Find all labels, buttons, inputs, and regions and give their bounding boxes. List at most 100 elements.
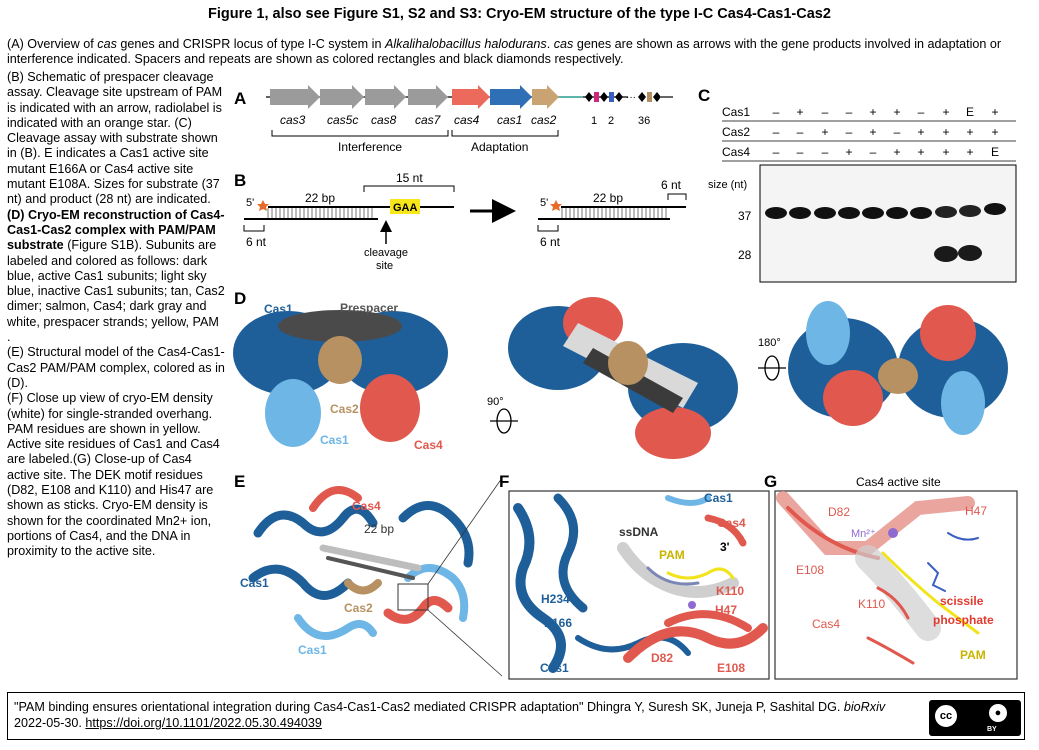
structure-model — [248, 486, 474, 640]
panel-d: D Cas1 Prespacer Cas2 Cas1 Cas4 90° — [233, 289, 1008, 459]
panel-e: E Cas4 22 bp Cas1 Cas2 Cas1 — [234, 472, 503, 677]
lane-value: – — [773, 145, 780, 159]
g-mn-label: Mn²⁺ — [851, 528, 876, 540]
citation-box: "PAM binding ensures orientational integ… — [7, 692, 1025, 740]
panel-g-label: G — [764, 472, 777, 491]
f-ssdna-label: ssDNA — [619, 525, 659, 539]
size-28: 28 — [738, 248, 752, 262]
lane-value: + — [966, 125, 973, 139]
lane-value: – — [773, 125, 780, 139]
f-h47-label: H47 — [715, 603, 737, 617]
density-map-side — [508, 297, 738, 459]
d-cas1-label: Cas1 — [264, 302, 293, 316]
f-d82-label: D82 — [651, 651, 673, 665]
legend-d: (D) Cryo-EM reconstruction of Cas4-Cas1-… — [7, 207, 225, 345]
site-label: site — [376, 260, 393, 272]
lane-value: + — [966, 145, 973, 159]
lane-value: + — [942, 125, 949, 139]
array-dots: ··· — [626, 92, 636, 103]
lane-value: + — [869, 105, 876, 119]
d-cas1-label-b: Cas1 — [320, 433, 349, 447]
e-bp-label: 22 bp — [364, 522, 394, 536]
lane-value: + — [893, 145, 900, 159]
panel-c-label: C — [698, 86, 710, 105]
row-label-cas4: Cas4 — [722, 145, 750, 159]
lane-value: E — [991, 145, 999, 159]
band-37 — [789, 207, 811, 219]
rot90-label: 90° — [487, 396, 504, 408]
active-site-model — [776, 491, 980, 665]
g-cas4-label: Cas4 — [812, 617, 840, 631]
lane-value: + — [991, 105, 998, 119]
interference-label: Interference — [338, 140, 402, 154]
band-28 — [958, 245, 982, 261]
spacer-labels: 1 2 36 — [591, 115, 650, 127]
panel-b: B 5' 22 bp 15 nt GAA 6 nt cleavage site … — [234, 171, 687, 272]
crispr-array: ··· — [585, 92, 673, 103]
nt6-right-bracket — [667, 193, 687, 200]
cleavage-label: cleavage — [364, 247, 408, 259]
legend-e: (E) Structural model of the Cas4-Cas1-Ca… — [7, 345, 225, 390]
gene-labels: cas3 cas5c cas8 cas7 cas4 cas1 cas2 — [280, 113, 557, 127]
by-person-icon: ● — [987, 702, 1009, 724]
bp-label-product: 22 bp — [593, 191, 623, 205]
gene-arrow-cas8 — [365, 85, 406, 109]
gene-label: cas5c — [327, 113, 358, 127]
lane-value: – — [846, 125, 853, 139]
density-map-back — [788, 301, 1008, 435]
nt6-bottom-bracket — [537, 225, 559, 232]
doi-link[interactable]: https://doi.org/10.1101/2022.05.30.49403… — [85, 716, 322, 730]
panel-f: F Cas1 Cas4 ssDNA PAM 3' H234 E166 K110 … — [499, 472, 770, 680]
gene-arrow-cas3 — [270, 85, 320, 109]
panel-a: A ··· cas3 cas5c cas8 c — [234, 85, 673, 154]
repeat-diamond — [585, 92, 593, 102]
lane-value: – — [870, 145, 877, 159]
legend-b-c: (B) Schematic of prespacer cleavage assa… — [7, 70, 223, 207]
nt6-label: 6 nt — [246, 235, 267, 249]
repeat-diamond — [638, 92, 646, 102]
panel-g: G Cas4 active site D82 Mn²⁺ H47 E108 K11… — [764, 472, 1018, 680]
f-cas1-label-b: Cas1 — [540, 661, 569, 675]
gene-arrow-cas7 — [408, 85, 448, 109]
zoom-connector — [427, 609, 503, 677]
gene-arrow-cas1 — [490, 85, 532, 109]
panel-f-label: F — [499, 472, 509, 491]
band-37 — [935, 206, 957, 218]
by-label: BY — [987, 726, 997, 733]
lane-value: – — [797, 125, 804, 139]
band-37 — [838, 207, 860, 219]
panel-d-label: D — [234, 289, 246, 308]
f-e166-label: E166 — [544, 616, 572, 630]
mn-ion — [688, 601, 696, 609]
radiolabel-star-icon — [257, 200, 269, 211]
row-label-cas1: Cas1 — [722, 105, 750, 119]
pam-highlight — [390, 199, 420, 214]
spacer-36 — [647, 92, 652, 102]
zoom-box — [397, 583, 429, 611]
lane-value: – — [846, 105, 853, 119]
f-k110-label: K110 — [716, 584, 744, 598]
lane-value: + — [917, 125, 924, 139]
g-phosphate-label: phosphate — [933, 613, 994, 627]
spacer-label: 36 — [638, 115, 650, 127]
lane-value: + — [991, 125, 998, 139]
lane-value: – — [822, 105, 829, 119]
radiolabel-star-icon — [550, 200, 562, 211]
lane-value: – — [894, 125, 901, 139]
panel-e-label: E — [234, 472, 245, 491]
repeat-diamond — [653, 92, 661, 102]
lane-value: + — [917, 145, 924, 159]
lane-value: + — [869, 125, 876, 139]
cc-icon: cc — [933, 703, 959, 729]
base-pairs — [267, 208, 373, 218]
interference-bracket — [271, 130, 449, 137]
lane-value: – — [797, 145, 804, 159]
product-base-pairs — [561, 208, 667, 218]
row-label-cas2: Cas2 — [722, 125, 750, 139]
gene-label: cas4 — [454, 113, 480, 127]
band-37 — [886, 207, 908, 219]
gene-arrow-cas4 — [452, 85, 490, 109]
f-h234-label: H234 — [541, 592, 570, 606]
band-37 — [959, 205, 981, 217]
lane-value: + — [942, 145, 949, 159]
